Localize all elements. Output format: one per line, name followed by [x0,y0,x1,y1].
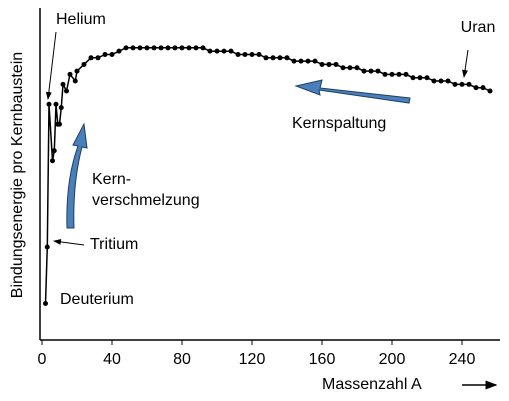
data-point [57,121,62,127]
annotation: Uran [461,19,496,36]
data-point [431,78,437,84]
data-point [214,48,220,54]
data-point [347,65,353,71]
data-point [438,78,444,84]
data-point [67,71,73,77]
data-point [263,55,269,61]
fusion-arrow [66,122,88,229]
annotation: Tritium [90,236,138,253]
data-point [221,48,227,54]
x-tick-label: 120 [239,351,266,368]
data-point [368,68,374,74]
data-point [284,55,290,61]
uran-pointer [462,49,469,78]
annotation: Kernspaltung [292,115,386,132]
data-point [186,45,192,51]
data-point [333,61,339,67]
data-point [452,81,458,87]
y-axis-label: Bindungsenergie pro Kernbaustein [9,52,26,298]
data-point [466,81,472,87]
data-point [291,58,297,64]
tritium-pointer [53,238,85,246]
data-point [298,58,304,64]
data-point [361,68,367,74]
data-point [130,45,136,51]
data-point [389,71,395,77]
data-point [43,300,48,306]
data-point [123,45,129,51]
annotation: Kern- [92,171,131,188]
data-point [277,55,283,61]
x-tick-label: 240 [449,351,476,368]
data-point [249,51,255,57]
data-point [74,68,80,74]
data-point [417,75,423,81]
x-axis-label: Massenzahl A [322,376,422,393]
data-point [403,71,409,77]
data-point [200,45,206,51]
x-tick-label: 0 [38,351,47,368]
data-point [319,61,325,67]
data-point [445,78,451,84]
data-point [50,158,55,164]
data-point [270,55,276,61]
annotation: Deuterium [60,291,134,308]
data-point [102,51,108,57]
data-point [235,51,241,57]
data-point [459,81,465,87]
data-point [375,68,381,74]
x-tick-label: 200 [379,351,406,368]
data-point [354,65,360,71]
data-point [72,78,78,84]
data-point [424,75,430,81]
data-point [305,58,311,64]
data-point [51,148,57,154]
data-point [396,71,402,77]
data-point [172,45,178,51]
data-point [312,58,318,64]
data-point [480,85,486,91]
annotation: verschmelzung [92,192,200,209]
data-point [158,45,164,51]
data-point [88,55,94,61]
data-point [242,51,248,57]
data-point [144,45,150,51]
data-point [44,244,50,250]
x-tick-label: 40 [103,351,121,368]
data-point [410,75,416,81]
data-point [60,81,66,87]
data-point [64,88,69,94]
helium-pointer [45,31,57,100]
data-point [109,51,115,57]
data-point [326,61,332,67]
data-point [151,45,157,51]
data-point [81,61,87,67]
fission-arrow [294,79,411,104]
data-point [487,88,493,94]
data-point [46,101,52,107]
data-point [116,48,122,54]
data-point [228,48,234,54]
x-tick-label: 160 [309,351,336,368]
data-point [340,65,346,71]
data-point [382,71,388,77]
data-point [179,45,185,51]
data-point [58,105,64,111]
data-point [193,45,199,51]
data-point [53,101,59,107]
annotation: Helium [56,11,106,28]
data-point [256,51,262,57]
data-point [165,45,171,51]
data-point [95,55,101,61]
data-point [137,45,143,51]
data-point [207,48,213,54]
x-tick-label: 80 [173,351,191,368]
data-point [473,85,479,91]
